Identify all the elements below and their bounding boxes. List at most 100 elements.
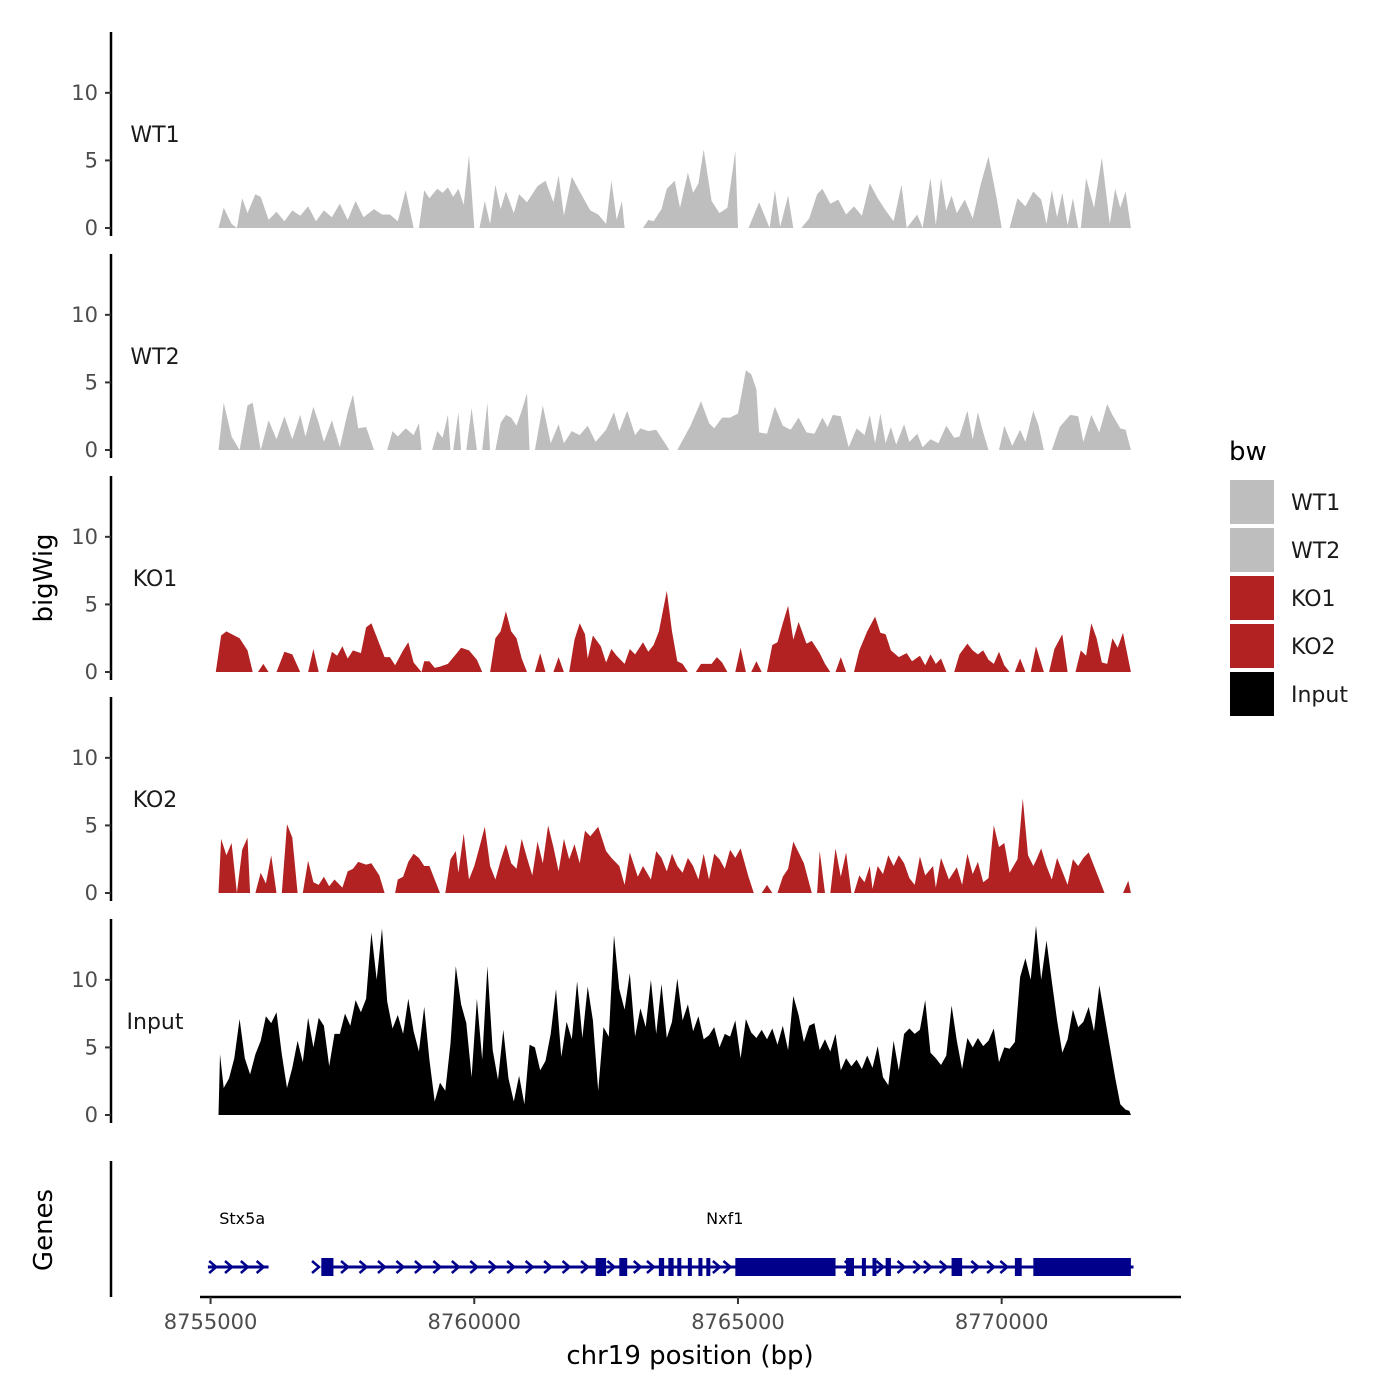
legend-items: WT1 WT2 KO1 KO2 Input — [1230, 480, 1348, 716]
track-KO2: 0 5 10 KO2 — [71, 697, 1131, 905]
legend-label: WT1 — [1291, 491, 1340, 516]
y-tick-label: 10 — [71, 303, 98, 327]
strand-chevron — [524, 1260, 535, 1274]
gene-label: Nxf1 — [706, 1209, 743, 1228]
y-tick-label: 0 — [85, 438, 98, 462]
legend-swatch — [1230, 672, 1274, 716]
strand-chevron — [875, 1260, 886, 1274]
legend-swatch — [1230, 576, 1274, 620]
gene-exon — [951, 1258, 963, 1276]
strand-chevron — [912, 1260, 923, 1274]
strand-chevron — [450, 1260, 461, 1274]
coverage-area-Input — [218, 925, 1131, 1115]
gene-Stx5a: Stx5a — [207, 1209, 269, 1274]
track-label: KO1 — [133, 567, 178, 592]
x-tick-label: 8770000 — [955, 1310, 1049, 1334]
x-axis-title: chr19 position (bp) — [566, 1341, 813, 1371]
x-tick-label: 8755000 — [164, 1310, 258, 1334]
legend-item-Input: Input — [1230, 672, 1348, 716]
gene-exon — [885, 1258, 891, 1276]
track-label: Input — [127, 1010, 184, 1035]
strand-chevron — [580, 1260, 590, 1274]
legend-item-KO1: KO1 — [1230, 576, 1336, 620]
gene-label: Stx5a — [219, 1209, 265, 1228]
strand-chevron — [487, 1260, 498, 1274]
strand-chevron — [432, 1260, 443, 1274]
gene-exon — [321, 1258, 334, 1276]
y-tick-label: 10 — [71, 968, 98, 992]
strand-chevron — [938, 1260, 949, 1274]
legend: bw WT1 WT2 KO1 KO2 Input — [1229, 437, 1348, 716]
y-tick-label: 5 — [85, 370, 98, 394]
strand-chevron — [986, 1260, 997, 1274]
legend-label: WT2 — [1291, 539, 1340, 564]
strand-chevron — [543, 1260, 554, 1274]
strand-chevron — [632, 1260, 643, 1274]
y-tick-label: 0 — [85, 216, 98, 240]
y-tick-label: 5 — [85, 1035, 98, 1059]
legend-item-WT1: WT1 — [1230, 480, 1340, 524]
strand-chevron — [358, 1260, 369, 1274]
track-label: WT1 — [130, 123, 179, 148]
legend-item-WT2: WT2 — [1230, 528, 1340, 572]
x-axis: 8755000 8760000 8765000 8770000 — [164, 1295, 1181, 1334]
gene-exon — [1014, 1258, 1022, 1276]
gene-exon — [706, 1258, 711, 1276]
legend-label: KO2 — [1291, 635, 1336, 660]
gene-exon — [687, 1258, 692, 1276]
strand-chevron — [208, 1260, 219, 1274]
track-label: WT2 — [130, 345, 179, 370]
y-tick-label: 5 — [85, 813, 98, 837]
gene-exon — [668, 1258, 674, 1276]
legend-label: KO1 — [1291, 587, 1336, 612]
strand-chevron — [469, 1260, 480, 1274]
strand-chevron — [395, 1260, 406, 1274]
strand-chevron — [561, 1260, 572, 1274]
gene-Nxf1: Nxf1 — [311, 1209, 1134, 1276]
legend-swatch — [1230, 528, 1274, 572]
y-tick-label: 0 — [85, 660, 98, 684]
x-tick-label: 8760000 — [427, 1310, 521, 1334]
strand-chevron — [646, 1260, 656, 1274]
coverage-area-KO2 — [218, 798, 1131, 893]
strand-chevron — [377, 1260, 387, 1274]
gene-exon — [595, 1258, 607, 1276]
strand-chevron — [340, 1260, 350, 1274]
y-tick-label: 10 — [71, 81, 98, 105]
track-KO1: 0 5 10 KO1 — [71, 476, 1131, 684]
legend-swatch — [1230, 624, 1274, 668]
track-WT2: 0 5 10 WT2 — [71, 254, 1131, 462]
genes-axis-title: Genes — [29, 1189, 59, 1271]
legend-swatch — [1230, 480, 1274, 524]
x-tick-label: 8765000 — [691, 1310, 785, 1334]
strand-chevron — [606, 1260, 617, 1274]
gene-exon — [677, 1258, 682, 1276]
gene-exon — [1033, 1258, 1131, 1276]
strand-chevron — [970, 1260, 981, 1274]
y-tick-label: 10 — [71, 746, 98, 770]
genes-layer: Stx5a Nxf1 — [109, 1161, 1134, 1297]
strand-chevron — [712, 1260, 722, 1274]
gene-exon — [861, 1258, 866, 1276]
gene-exon — [872, 1258, 877, 1276]
tracks-layer: 0 5 10 WT1 0 5 10 WT2 0 5 10 KO1 0 5 10 KO2 0 5 10 Input — [71, 32, 1131, 1127]
strand-chevron — [896, 1260, 907, 1274]
strand-chevron — [843, 1260, 854, 1274]
track-label: KO2 — [133, 788, 178, 813]
gene-exon — [698, 1258, 703, 1276]
gene-exon — [619, 1258, 628, 1276]
y-tick-label: 0 — [85, 881, 98, 905]
strand-chevron — [923, 1260, 933, 1274]
strand-chevron — [722, 1260, 733, 1274]
y-tick-label: 5 — [85, 148, 98, 172]
track-WT1: 0 5 10 WT1 — [71, 32, 1131, 240]
strand-chevron — [240, 1260, 250, 1274]
y-axis-title: bigWig — [29, 533, 59, 622]
coverage-area-WT2 — [218, 370, 1131, 450]
strand-chevron — [311, 1260, 321, 1274]
coverage-area-KO1 — [215, 590, 1131, 672]
strand-chevron — [414, 1260, 424, 1274]
gene-exon — [658, 1258, 665, 1276]
legend-label: Input — [1291, 683, 1348, 708]
